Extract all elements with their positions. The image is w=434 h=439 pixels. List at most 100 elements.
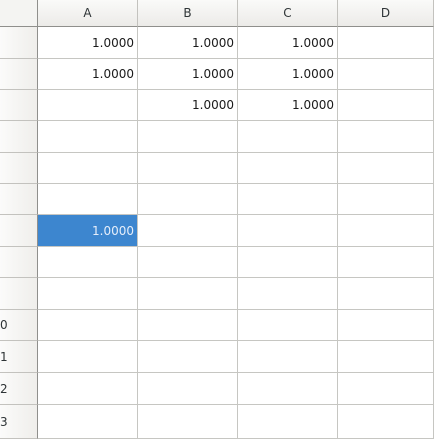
row-header[interactable] <box>0 27 38 59</box>
cell-c[interactable] <box>238 153 338 184</box>
table-row <box>0 278 434 310</box>
cell-a[interactable] <box>38 373 138 405</box>
table-row <box>0 153 434 184</box>
column-header-label: B <box>183 6 192 20</box>
cell-a[interactable]: 1.0000 <box>38 27 138 59</box>
cell-value: 1.0000 <box>192 35 234 50</box>
cell-a[interactable] <box>38 90 138 121</box>
table-row: 1.0000 <box>0 215 434 247</box>
cell-b[interactable]: 1.0000 <box>138 90 238 121</box>
row-header[interactable]: 2 <box>0 373 38 405</box>
cell-c[interactable] <box>238 215 338 247</box>
cell-c[interactable] <box>238 373 338 405</box>
row-header-label: 0 <box>0 318 8 332</box>
cell-value: 1.0000 <box>192 67 234 81</box>
cell-b[interactable] <box>138 405 238 439</box>
row-header[interactable] <box>0 90 38 121</box>
table-row: 1.0000 1.0000 <box>0 90 434 121</box>
table-row: 1 <box>0 341 434 373</box>
cell-d[interactable] <box>338 278 434 310</box>
table-row: 1.0000 1.0000 1.0000 <box>0 27 434 59</box>
cell-a[interactable] <box>38 247 138 278</box>
row-header[interactable] <box>0 215 38 247</box>
cell-b[interactable] <box>138 153 238 184</box>
cell-d[interactable] <box>338 59 434 90</box>
select-all-corner[interactable] <box>0 0 38 27</box>
table-row <box>0 247 434 278</box>
row-header-label: 2 <box>0 381 8 396</box>
table-row: 2 <box>0 373 434 405</box>
cell-value: 1.0000 <box>292 98 334 112</box>
cell-a[interactable] <box>38 153 138 184</box>
cell-c[interactable] <box>238 247 338 278</box>
cell-a[interactable] <box>38 184 138 215</box>
cell-c[interactable] <box>238 341 338 373</box>
cell-value: 1.0000 <box>292 67 334 81</box>
row-header-label: 3 <box>0 414 8 429</box>
cell-value: 1.0000 <box>92 35 134 50</box>
cell-a[interactable] <box>38 121 138 153</box>
cell-d[interactable] <box>338 310 434 341</box>
cell-d[interactable] <box>338 247 434 278</box>
cell-value: 1.0000 <box>192 98 234 112</box>
cell-c[interactable] <box>238 184 338 215</box>
column-header-b[interactable]: B <box>138 0 238 27</box>
table-row: 0 <box>0 310 434 341</box>
cell-d[interactable] <box>338 405 434 439</box>
row-header[interactable]: 3 <box>0 405 38 439</box>
cell-b[interactable] <box>138 310 238 341</box>
cell-b[interactable] <box>138 184 238 215</box>
cell-d[interactable] <box>338 153 434 184</box>
cell-b[interactable] <box>138 215 238 247</box>
cell-c[interactable] <box>238 310 338 341</box>
column-header-d[interactable]: D <box>338 0 434 27</box>
table-row <box>0 121 434 153</box>
row-header[interactable] <box>0 59 38 90</box>
cell-d[interactable] <box>338 90 434 121</box>
cell-d[interactable] <box>338 373 434 405</box>
cell-b[interactable] <box>138 278 238 310</box>
cell-c[interactable] <box>238 121 338 153</box>
row-header[interactable]: 1 <box>0 341 38 373</box>
cell-c[interactable]: 1.0000 <box>238 27 338 59</box>
cell-b[interactable] <box>138 247 238 278</box>
row-header[interactable] <box>0 278 38 310</box>
cell-b[interactable] <box>138 373 238 405</box>
cell-d[interactable] <box>338 27 434 59</box>
table-row: 3 <box>0 405 434 439</box>
table-row <box>0 184 434 215</box>
cell-value: 1.0000 <box>292 35 334 50</box>
column-header-a[interactable]: A <box>38 0 138 27</box>
cell-a[interactable] <box>38 310 138 341</box>
column-header-label: D <box>380 6 391 20</box>
row-header[interactable] <box>0 121 38 153</box>
column-header-c[interactable]: C <box>238 0 338 27</box>
row-header[interactable]: 0 <box>0 310 38 341</box>
cell-a[interactable]: 1.0000 <box>38 59 138 90</box>
row-header[interactable] <box>0 153 38 184</box>
cell-a[interactable] <box>38 278 138 310</box>
cell-a[interactable] <box>38 405 138 439</box>
cell-b[interactable] <box>138 121 238 153</box>
cell-b[interactable] <box>138 341 238 373</box>
row-header[interactable] <box>0 247 38 278</box>
cell-c[interactable] <box>238 278 338 310</box>
column-header-label: A <box>83 6 92 20</box>
cell-a[interactable] <box>38 341 138 373</box>
cell-value: 1.0000 <box>92 223 134 238</box>
cell-d[interactable] <box>338 215 434 247</box>
cell-value: 1.0000 <box>92 67 134 81</box>
cell-c[interactable]: 1.0000 <box>238 59 338 90</box>
cell-b[interactable]: 1.0000 <box>138 59 238 90</box>
cell-c[interactable]: 1.0000 <box>238 90 338 121</box>
selected-cell-a[interactable]: 1.0000 <box>38 215 138 247</box>
cell-d[interactable] <box>338 184 434 215</box>
column-header-label: C <box>283 6 292 20</box>
cell-d[interactable] <box>338 341 434 373</box>
cell-d[interactable] <box>338 121 434 153</box>
row-header[interactable] <box>0 184 38 215</box>
cell-b[interactable]: 1.0000 <box>138 27 238 59</box>
table-row: 1.0000 1.0000 1.0000 <box>0 59 434 90</box>
cell-c[interactable] <box>238 405 338 439</box>
